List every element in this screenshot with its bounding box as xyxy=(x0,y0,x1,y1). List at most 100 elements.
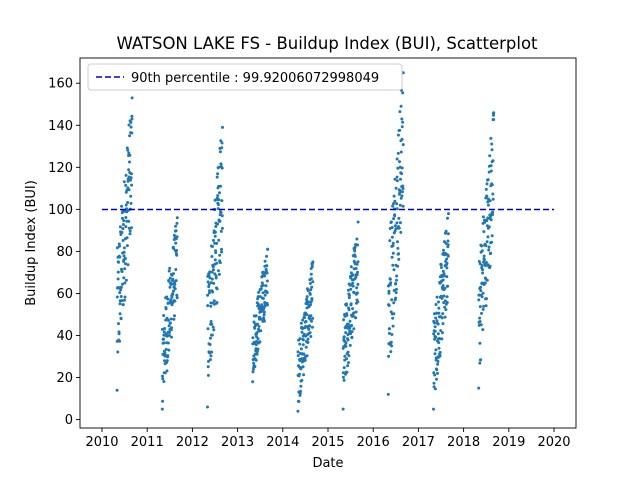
y-tick-label: 0 xyxy=(65,413,73,428)
data-point xyxy=(123,256,127,260)
data-point xyxy=(398,203,402,207)
data-point xyxy=(210,270,214,274)
data-point xyxy=(170,282,174,286)
data-point xyxy=(479,285,483,289)
data-point xyxy=(218,253,222,257)
data-point xyxy=(441,269,445,273)
chart-title: WATSON LAKE FS - Buildup Index (BUI), Sc… xyxy=(116,34,538,53)
data-point xyxy=(214,225,218,228)
data-point xyxy=(297,400,301,403)
data-point xyxy=(485,278,489,282)
data-point xyxy=(395,202,399,206)
data-point xyxy=(130,131,134,135)
data-point xyxy=(398,221,402,225)
data-point xyxy=(344,341,348,345)
data-point xyxy=(352,311,356,315)
data-point xyxy=(115,246,119,250)
data-point xyxy=(400,172,404,176)
data-point xyxy=(394,296,398,300)
data-point xyxy=(492,111,496,115)
data-point xyxy=(256,337,260,341)
data-point xyxy=(128,229,132,233)
data-point xyxy=(172,317,176,321)
data-point xyxy=(211,290,215,294)
data-point xyxy=(299,347,303,351)
data-point xyxy=(218,191,221,195)
data-point xyxy=(308,331,312,335)
data-point xyxy=(310,265,314,269)
data-point xyxy=(353,245,357,249)
data-point xyxy=(209,320,213,323)
data-point xyxy=(130,114,134,118)
data-point xyxy=(125,244,129,248)
data-point xyxy=(395,221,399,225)
data-point xyxy=(346,288,350,292)
data-point xyxy=(119,317,123,321)
data-point xyxy=(355,291,359,295)
data-point xyxy=(251,336,255,340)
data-point xyxy=(122,254,126,258)
data-point xyxy=(299,384,303,388)
data-point xyxy=(217,198,221,202)
data-point xyxy=(348,343,352,347)
data-point xyxy=(220,226,224,230)
data-point xyxy=(438,337,442,341)
data-point xyxy=(259,317,263,321)
data-point xyxy=(122,246,126,250)
data-point xyxy=(220,141,224,145)
data-point xyxy=(356,270,359,274)
data-point xyxy=(355,237,359,241)
data-point xyxy=(344,331,348,335)
data-point xyxy=(262,310,266,314)
data-point xyxy=(299,321,303,325)
data-point xyxy=(302,352,306,356)
data-point xyxy=(263,274,267,278)
data-point xyxy=(483,220,487,224)
data-point xyxy=(480,295,484,299)
data-point xyxy=(341,407,345,411)
data-point xyxy=(482,258,486,262)
data-point xyxy=(220,146,224,150)
data-point xyxy=(486,235,490,239)
data-point xyxy=(257,324,261,328)
data-point xyxy=(388,239,392,243)
data-point xyxy=(118,339,122,343)
data-point xyxy=(126,263,130,267)
data-point xyxy=(309,303,312,307)
data-point xyxy=(168,266,172,270)
data-point xyxy=(308,324,312,328)
data-point xyxy=(348,319,352,323)
data-point xyxy=(167,318,170,322)
data-point xyxy=(175,216,179,220)
data-point xyxy=(300,378,304,382)
data-point xyxy=(442,272,446,276)
data-point xyxy=(490,142,494,146)
data-point xyxy=(162,341,166,345)
data-point xyxy=(124,173,128,177)
data-point xyxy=(390,235,394,239)
data-point xyxy=(350,330,354,334)
data-point xyxy=(432,381,436,385)
data-point xyxy=(391,244,395,248)
data-point xyxy=(445,257,449,261)
data-point xyxy=(217,238,221,242)
data-point xyxy=(219,211,223,215)
data-point xyxy=(341,375,345,379)
data-point xyxy=(163,327,167,330)
data-point xyxy=(209,281,213,285)
data-point xyxy=(263,259,267,263)
x-tick-label: 2012 xyxy=(176,435,209,450)
data-point xyxy=(401,204,405,208)
data-point xyxy=(129,120,133,124)
data-point xyxy=(126,179,130,183)
data-point xyxy=(347,296,351,300)
data-point xyxy=(477,298,481,302)
data-point xyxy=(446,243,450,247)
data-point xyxy=(306,337,310,341)
legend: 90th percentile : 99.92006072998049 xyxy=(87,63,403,91)
data-point xyxy=(392,202,395,206)
data-point xyxy=(219,184,223,188)
data-point xyxy=(217,272,221,276)
data-point xyxy=(434,303,438,306)
data-point xyxy=(401,143,405,147)
